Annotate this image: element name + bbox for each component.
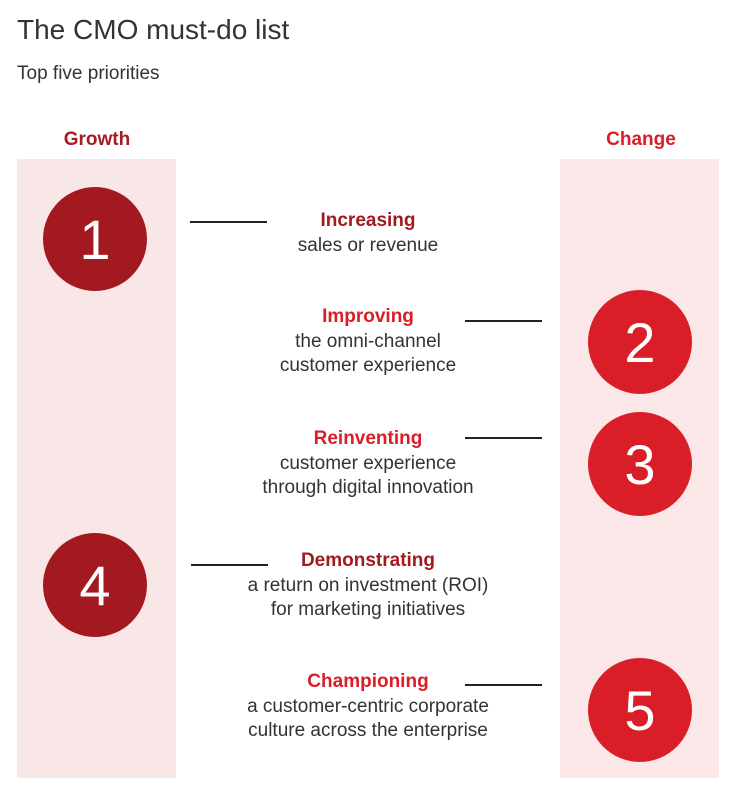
priority-4-circle: 4 (43, 533, 147, 637)
priority-2-line1: the omni-channel (295, 330, 441, 352)
priority-2-line2: customer experience (279, 355, 457, 376)
priority-2-heading: Improving (322, 306, 414, 327)
priority-4-text: Demonstrating a return on investment (RO… (200, 549, 536, 623)
priority-1-circle: 1 (43, 187, 147, 291)
priority-3-line1: customer experience (279, 452, 457, 474)
priority-3-circle: 3 (588, 412, 692, 516)
growth-column-header: Growth (63, 129, 131, 150)
priority-5-line2: culture across the enterprise (248, 720, 488, 741)
priority-4-connector (191, 564, 268, 566)
priority-3-connector (465, 437, 542, 439)
priority-5-connector (465, 684, 542, 686)
priority-2-connector (465, 320, 542, 322)
priority-1-line1: sales or revenue (297, 234, 439, 256)
priority-1-heading: Increasing (320, 210, 416, 231)
priority-1-text: Increasing sales or revenue (200, 209, 536, 258)
priority-4-heading: Demonstrating (300, 550, 436, 571)
priority-3-line2: through digital innovation (262, 477, 474, 498)
priority-4-line2: for marketing initiatives (270, 599, 466, 620)
page-title: The CMO must-do list (17, 14, 290, 45)
priority-3-heading: Reinventing (313, 428, 423, 449)
priority-2-circle: 2 (588, 290, 692, 394)
priority-4-line1: a return on investment (ROI) (247, 574, 489, 596)
priority-5-text: Championing a customer-centric corporate… (200, 670, 536, 744)
change-column-header: Change (606, 129, 676, 150)
priority-5-circle: 5 (588, 658, 692, 762)
page-subtitle: Top five priorities (17, 63, 160, 84)
priority-1-connector (190, 221, 267, 223)
priority-2-text: Improving the omni-channel customer expe… (200, 305, 536, 379)
priority-5-heading: Championing (307, 671, 429, 692)
priority-5-line1: a customer-centric corporate (247, 695, 489, 717)
priority-3-text: Reinventing customer experience through … (200, 427, 536, 501)
